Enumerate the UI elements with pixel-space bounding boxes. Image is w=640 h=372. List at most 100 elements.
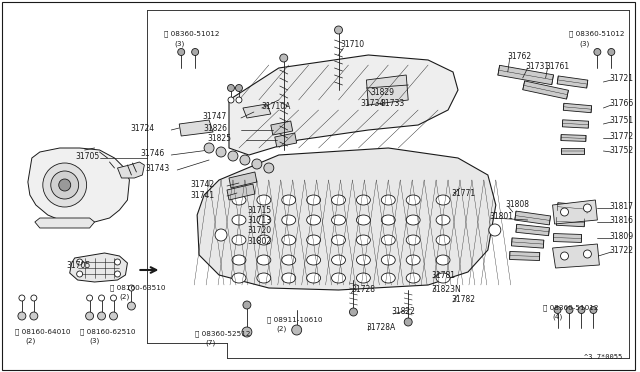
Text: 31710A: 31710A xyxy=(262,102,291,110)
Text: (3): (3) xyxy=(579,40,589,46)
Circle shape xyxy=(578,307,585,314)
Ellipse shape xyxy=(232,273,246,283)
Text: 31782: 31782 xyxy=(451,295,475,305)
Polygon shape xyxy=(498,65,554,85)
Text: 31762: 31762 xyxy=(508,51,532,61)
Ellipse shape xyxy=(436,235,450,245)
Polygon shape xyxy=(511,238,544,248)
Text: Ⓝ 08911-10610: Ⓝ 08911-10610 xyxy=(267,316,323,323)
Ellipse shape xyxy=(282,273,296,283)
Text: 31808: 31808 xyxy=(506,199,530,208)
Polygon shape xyxy=(557,203,588,213)
Circle shape xyxy=(280,54,288,62)
Circle shape xyxy=(86,295,93,301)
Polygon shape xyxy=(275,133,297,147)
Polygon shape xyxy=(229,172,257,188)
Ellipse shape xyxy=(332,235,346,245)
Ellipse shape xyxy=(381,215,396,225)
Polygon shape xyxy=(271,121,292,135)
Circle shape xyxy=(127,302,136,310)
Polygon shape xyxy=(366,75,408,105)
Text: (4): (4) xyxy=(552,314,563,321)
Circle shape xyxy=(204,143,214,153)
Circle shape xyxy=(236,84,243,92)
Text: 31772: 31772 xyxy=(609,131,634,141)
Circle shape xyxy=(292,325,301,335)
Ellipse shape xyxy=(232,255,246,265)
Circle shape xyxy=(30,312,38,320)
Circle shape xyxy=(115,259,120,265)
Circle shape xyxy=(561,208,568,216)
Text: Ⓑ 08160-63510: Ⓑ 08160-63510 xyxy=(109,284,165,291)
Polygon shape xyxy=(523,81,568,99)
Polygon shape xyxy=(229,55,458,155)
Text: 31746: 31746 xyxy=(140,148,164,157)
Circle shape xyxy=(243,301,251,309)
Circle shape xyxy=(51,171,79,199)
Circle shape xyxy=(264,163,274,173)
Polygon shape xyxy=(552,200,597,224)
Circle shape xyxy=(554,307,561,314)
Circle shape xyxy=(349,308,357,316)
Ellipse shape xyxy=(232,195,246,205)
Ellipse shape xyxy=(307,235,321,245)
Circle shape xyxy=(240,155,250,165)
Circle shape xyxy=(566,307,573,314)
Text: Ⓢ 08360-52512: Ⓢ 08360-52512 xyxy=(195,330,251,337)
Ellipse shape xyxy=(381,195,396,205)
Ellipse shape xyxy=(307,215,321,225)
Circle shape xyxy=(561,252,568,260)
Circle shape xyxy=(191,48,198,55)
Ellipse shape xyxy=(257,235,271,245)
Circle shape xyxy=(216,147,226,157)
Circle shape xyxy=(404,318,412,326)
Circle shape xyxy=(594,48,601,55)
Circle shape xyxy=(252,159,262,169)
Circle shape xyxy=(97,312,106,320)
Ellipse shape xyxy=(436,255,450,265)
Text: Ⓑ 08160-64010: Ⓑ 08160-64010 xyxy=(15,328,70,334)
Circle shape xyxy=(77,271,83,277)
Circle shape xyxy=(335,26,342,34)
Text: 31771: 31771 xyxy=(451,189,475,198)
Text: Ⓢ 08360-51012: Ⓢ 08360-51012 xyxy=(570,30,625,36)
Ellipse shape xyxy=(356,235,371,245)
Ellipse shape xyxy=(406,195,420,205)
Text: (3): (3) xyxy=(174,40,184,46)
Text: 31761: 31761 xyxy=(546,61,570,71)
Ellipse shape xyxy=(406,235,420,245)
Ellipse shape xyxy=(381,255,396,265)
Text: (2): (2) xyxy=(276,326,287,333)
Ellipse shape xyxy=(257,255,271,265)
Circle shape xyxy=(129,285,134,291)
Text: 31742: 31742 xyxy=(190,180,214,189)
Polygon shape xyxy=(552,244,600,268)
Circle shape xyxy=(115,271,120,277)
Polygon shape xyxy=(227,184,255,200)
Text: ^3 7*0055: ^3 7*0055 xyxy=(584,354,622,360)
Circle shape xyxy=(584,204,591,212)
Text: 31802: 31802 xyxy=(247,237,271,246)
Text: 31705: 31705 xyxy=(76,151,100,160)
Circle shape xyxy=(31,295,37,301)
Ellipse shape xyxy=(332,195,346,205)
Ellipse shape xyxy=(356,255,371,265)
Ellipse shape xyxy=(356,195,371,205)
Text: 31715: 31715 xyxy=(247,205,271,215)
Ellipse shape xyxy=(307,273,321,283)
Circle shape xyxy=(590,307,597,314)
Text: 31733: 31733 xyxy=(380,99,404,108)
Polygon shape xyxy=(516,224,549,236)
Polygon shape xyxy=(563,103,591,113)
Text: 31728: 31728 xyxy=(351,285,376,295)
Text: 31801: 31801 xyxy=(490,212,514,221)
Circle shape xyxy=(236,97,242,103)
Text: 31721: 31721 xyxy=(609,74,634,83)
Text: Ⓢ 08360-51012: Ⓢ 08360-51012 xyxy=(164,30,220,36)
Text: 31734: 31734 xyxy=(360,99,385,108)
Ellipse shape xyxy=(282,215,296,225)
Text: Ⓢ 08360-51012: Ⓢ 08360-51012 xyxy=(543,304,598,311)
Circle shape xyxy=(489,224,500,236)
Ellipse shape xyxy=(436,215,450,225)
Ellipse shape xyxy=(436,273,450,283)
